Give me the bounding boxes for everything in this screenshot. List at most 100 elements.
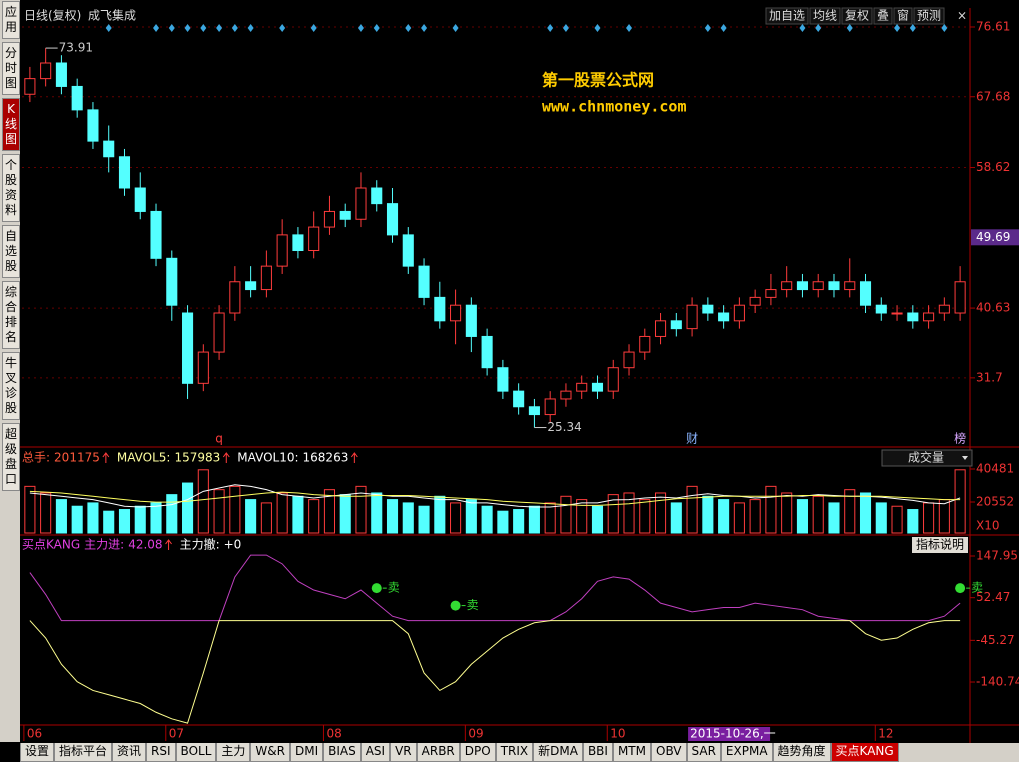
indicator-dropdown[interactable] — [881, 449, 973, 467]
volume-bar — [844, 489, 856, 534]
x-tick-label: 12 — [878, 727, 893, 741]
side-tab[interactable]: K线图 — [2, 98, 20, 151]
indicator-tab[interactable]: 设置 — [20, 743, 55, 762]
y-tick-label: -45.27 — [976, 633, 1015, 647]
close-button: × — [957, 9, 967, 23]
candle-body — [355, 187, 367, 220]
candle-body — [655, 320, 667, 337]
side-tab[interactable]: 自选股 — [2, 225, 20, 278]
indicator-tab[interactable]: DPO — [459, 743, 496, 762]
info-diamond — [105, 24, 112, 32]
indicator-tab[interactable]: BBI — [582, 743, 613, 762]
indicator-tab[interactable]: VR — [390, 743, 417, 762]
side-tab[interactable]: 个股资料 — [2, 154, 20, 222]
indicator-tab[interactable]: 主力 — [216, 743, 251, 762]
side-tab[interactable]: 综合排名 — [2, 281, 20, 349]
candle-body — [891, 312, 903, 315]
candle-body — [781, 281, 793, 291]
volume-bar — [402, 502, 414, 534]
candle-body — [528, 406, 540, 416]
candle-body — [24, 78, 36, 95]
header-button-label[interactable]: 复权 — [845, 9, 869, 23]
stat-value: +0 — [224, 538, 242, 552]
cursor-label: 49.69 — [976, 230, 1010, 244]
candle-body — [308, 226, 320, 252]
indicator-tab[interactable]: BIAS — [323, 743, 361, 762]
header-button[interactable] — [809, 7, 841, 25]
side-tab[interactable]: 应用 — [2, 1, 20, 39]
volume-bar — [591, 505, 604, 534]
y-tick-label: 67.68 — [976, 89, 1010, 103]
header-button[interactable] — [841, 7, 873, 25]
header-button[interactable] — [765, 7, 809, 25]
header-button-label[interactable]: 叠 — [877, 9, 889, 23]
header-button-label[interactable]: 窗 — [897, 9, 909, 23]
candle-body — [55, 62, 67, 87]
side-tab[interactable]: 分时图 — [2, 42, 20, 95]
volume-unit: X10 — [976, 519, 1000, 533]
y-tick-label: 52.47 — [976, 590, 1010, 604]
indicator-tab[interactable]: 买点KANG — [830, 743, 899, 762]
candle-body — [402, 234, 414, 267]
volume-bar — [765, 485, 777, 534]
side-tab[interactable]: 超级盘口 — [2, 423, 20, 491]
volume-bar — [40, 492, 52, 534]
background — [20, 0, 1019, 743]
header-button-label[interactable]: 加自选 — [769, 9, 805, 23]
ma5-line — [29, 484, 961, 508]
header-button-label[interactable]: 均线 — [813, 9, 837, 23]
indicator-tab[interactable]: ASI — [360, 743, 391, 762]
candle-body — [386, 203, 399, 236]
indicator-tab[interactable]: SAR — [686, 743, 721, 762]
indicator-tab[interactable]: MTM — [612, 743, 651, 762]
volume-bar — [781, 492, 793, 534]
up-arrow — [165, 539, 172, 550]
indicator-tab[interactable]: TRIX — [495, 743, 534, 762]
indicator-tab[interactable]: 新DMA — [533, 743, 583, 762]
y-tick-label: 40.63 — [976, 301, 1010, 315]
volume-bar — [308, 499, 320, 534]
volume-bar — [812, 495, 824, 534]
info-diamond — [405, 24, 412, 32]
info-diamond — [373, 24, 380, 32]
candle-body — [607, 367, 619, 392]
header-button[interactable] — [893, 7, 913, 25]
candle-body — [733, 304, 745, 322]
indicator-tab[interactable]: 指标平台 — [54, 743, 113, 762]
chart-period: 日线(复权) — [24, 9, 81, 23]
volume-bar — [702, 495, 714, 534]
header-button-label[interactable]: 预测 — [917, 9, 941, 23]
event-marker: 榜 — [954, 431, 966, 446]
indicator-tab[interactable]: OBV — [651, 743, 687, 762]
help-button[interactable] — [912, 537, 968, 553]
indicator-tab[interactable]: BOLL — [175, 743, 217, 762]
header-button[interactable] — [913, 7, 945, 25]
volume-bar — [828, 502, 840, 534]
x-tick-label: 07 — [169, 727, 184, 741]
volume-bar — [859, 492, 872, 534]
indicator-tab[interactable]: 资讯 — [112, 743, 147, 762]
candle-body — [292, 234, 304, 252]
candle-body — [166, 257, 178, 306]
indicator-tab[interactable]: RSI — [146, 743, 176, 762]
candle-body — [765, 289, 777, 298]
indicator-tab[interactable]: W&R — [250, 743, 290, 762]
side-tab[interactable]: 牛叉诊股 — [2, 352, 20, 420]
help-label[interactable]: 指标说明 — [916, 537, 964, 552]
volume-bar — [182, 482, 194, 534]
candle-body — [71, 85, 83, 111]
dropdown-label[interactable]: 成交量 — [908, 450, 944, 465]
indicator-tab[interactable]: DMI — [289, 743, 324, 762]
indicator-tab[interactable]: ARBR — [416, 743, 460, 762]
volume-bar — [670, 502, 682, 534]
event-marker: q — [215, 432, 223, 446]
indicator-tab[interactable]: 趋势角度 — [772, 743, 831, 762]
dropdown-arrow[interactable] — [962, 456, 968, 460]
volume-bar — [528, 505, 540, 534]
candle-body — [828, 281, 840, 291]
candle-body — [796, 281, 808, 291]
indicator-tab[interactable]: EXPMA — [720, 743, 773, 762]
header-button[interactable] — [873, 7, 893, 25]
stat-label: 总手: — [22, 451, 50, 465]
volume-bar — [544, 502, 556, 534]
